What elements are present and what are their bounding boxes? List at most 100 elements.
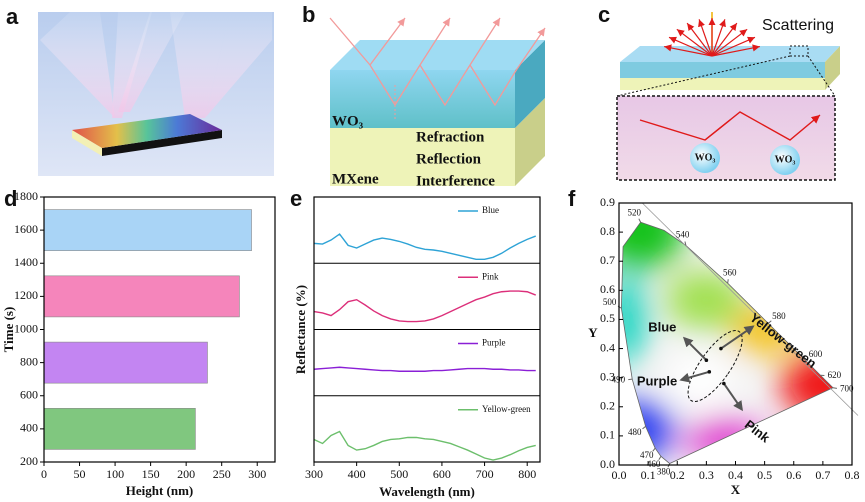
x-tick-label: 600 [433,467,451,481]
annotation-arrow [679,370,710,383]
x-tick-label: 0.6 [786,468,801,482]
x-tick-label: 0.2 [670,468,685,482]
x-axis-title: Wavelength (nm) [379,484,475,499]
y-tick-label: 0.0 [600,457,615,471]
y-tick-label: 800 [20,354,38,368]
wavelength-label: 620 [828,370,842,380]
x-tick-label: 500 [390,467,408,481]
x-tick-label: 0.7 [815,468,830,482]
panel-label: d [4,186,17,211]
y-tick-label: 0.4 [600,340,615,354]
particle-label: WO₃ [695,152,716,163]
locus-tick [727,279,729,284]
wo3-front [330,70,515,128]
scatter-arrow [711,36,756,57]
panel-label: e [290,186,302,211]
layer-label: MXene [332,171,379,187]
film-front [102,130,222,156]
y-tick-label: 1400 [14,255,38,269]
annotation-arrow [682,336,708,361]
legend-label: Pink [482,271,499,281]
y-tick-label: 1000 [14,321,38,335]
scatter-arrow [711,28,748,57]
scatter-label: Scattering [762,17,834,34]
bar [43,275,240,318]
wavelength-label: 500 [603,297,617,307]
zoom-line [616,55,791,97]
panel-label: c [598,2,610,27]
y-tick-label: 0.8 [600,224,615,238]
line-series [313,430,536,461]
color-gamut [621,222,833,464]
line-series [313,290,536,323]
line-series [313,366,536,372]
wavelength-label: 560 [723,267,737,277]
scatter-arrow [698,19,713,57]
panel-label: b [302,2,315,27]
gamut-blob [668,352,732,408]
x-tick-label: 150 [142,467,160,481]
y-tick-label: 0.6 [600,282,615,296]
x-tick-label: 0.1 [641,468,656,482]
light-path [419,17,501,107]
scatter-arrow [711,19,726,57]
mxene-side [515,98,545,186]
y-tick-label: 0.9 [600,195,615,209]
color-point [704,358,709,363]
wavelength-label: 470 [640,450,654,460]
effect-label: Interference [416,173,495,189]
film-side [825,46,840,90]
x-tick-label: 0.0 [612,468,627,482]
particle-label: WO₃ [775,154,796,165]
light-beam [118,12,185,112]
film-front [620,62,825,78]
y-tick-label: 0.7 [600,253,615,267]
light-path [369,17,406,66]
x-tick-label: 300 [305,467,323,481]
x-tick-label: 50 [74,467,86,481]
locus-tick [832,387,838,389]
legend-label: Purple [482,338,506,348]
x-tick-label: 0.8 [845,468,860,482]
wavelength-label: 580 [772,311,786,321]
y-tick-label: 1800 [14,189,38,203]
annotation-arrow [723,382,743,412]
locus-tick [767,320,772,324]
bar [43,209,252,251]
light-beam [170,12,230,118]
scatter-path [704,119,731,141]
reference-diagonal [642,202,859,416]
legend-label: Blue [482,205,499,215]
y-axis-title: Time (s) [1,307,16,353]
x-tick-label: 0.4 [728,468,743,482]
x-tick-label: 800 [518,467,536,481]
x-axis-title: Height (nm) [126,483,194,498]
film-base [620,78,825,90]
point-label: Blue [648,320,676,335]
film-top [620,46,840,62]
x-tick-label: 200 [177,467,195,481]
x-tick-label: 700 [476,467,494,481]
wavelength-label: 520 [628,207,642,217]
wavelength-label: 380 [657,467,671,477]
wavelength-label: 460 [647,459,661,469]
x-tick-label: 250 [213,467,231,481]
bar [43,408,196,450]
wavelength-label: 540 [676,230,690,240]
wavelength-label: 700 [840,383,854,393]
locus-tick [642,425,646,430]
y-tick-label: 0.3 [600,369,615,383]
x-tick-label: 400 [348,467,366,481]
y-tick-label: 0.1 [600,428,615,442]
x-tick-label: 100 [106,467,124,481]
gamut-blob [621,222,685,270]
y-tick-label: 1200 [14,288,38,302]
panel-label: a [6,4,19,29]
locus-tick [684,241,687,246]
point-label: Purple [637,373,677,388]
x-tick-label: 0 [41,467,47,481]
color-point [722,381,726,386]
scatter-arrow [711,44,760,57]
point-label: Pink [742,417,773,446]
